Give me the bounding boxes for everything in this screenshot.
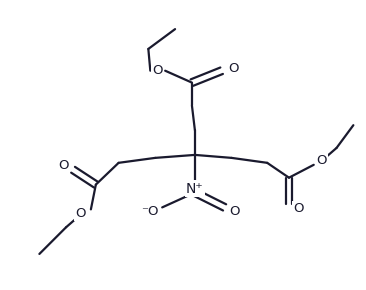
Text: ⁻O: ⁻O [142,205,159,218]
Text: O: O [76,207,86,220]
Text: O: O [228,62,239,75]
Text: O: O [152,64,163,77]
Text: O: O [294,202,304,215]
Text: O: O [229,205,240,218]
Text: N⁺: N⁺ [186,182,204,195]
Text: O: O [58,159,68,172]
Text: O: O [317,154,327,167]
